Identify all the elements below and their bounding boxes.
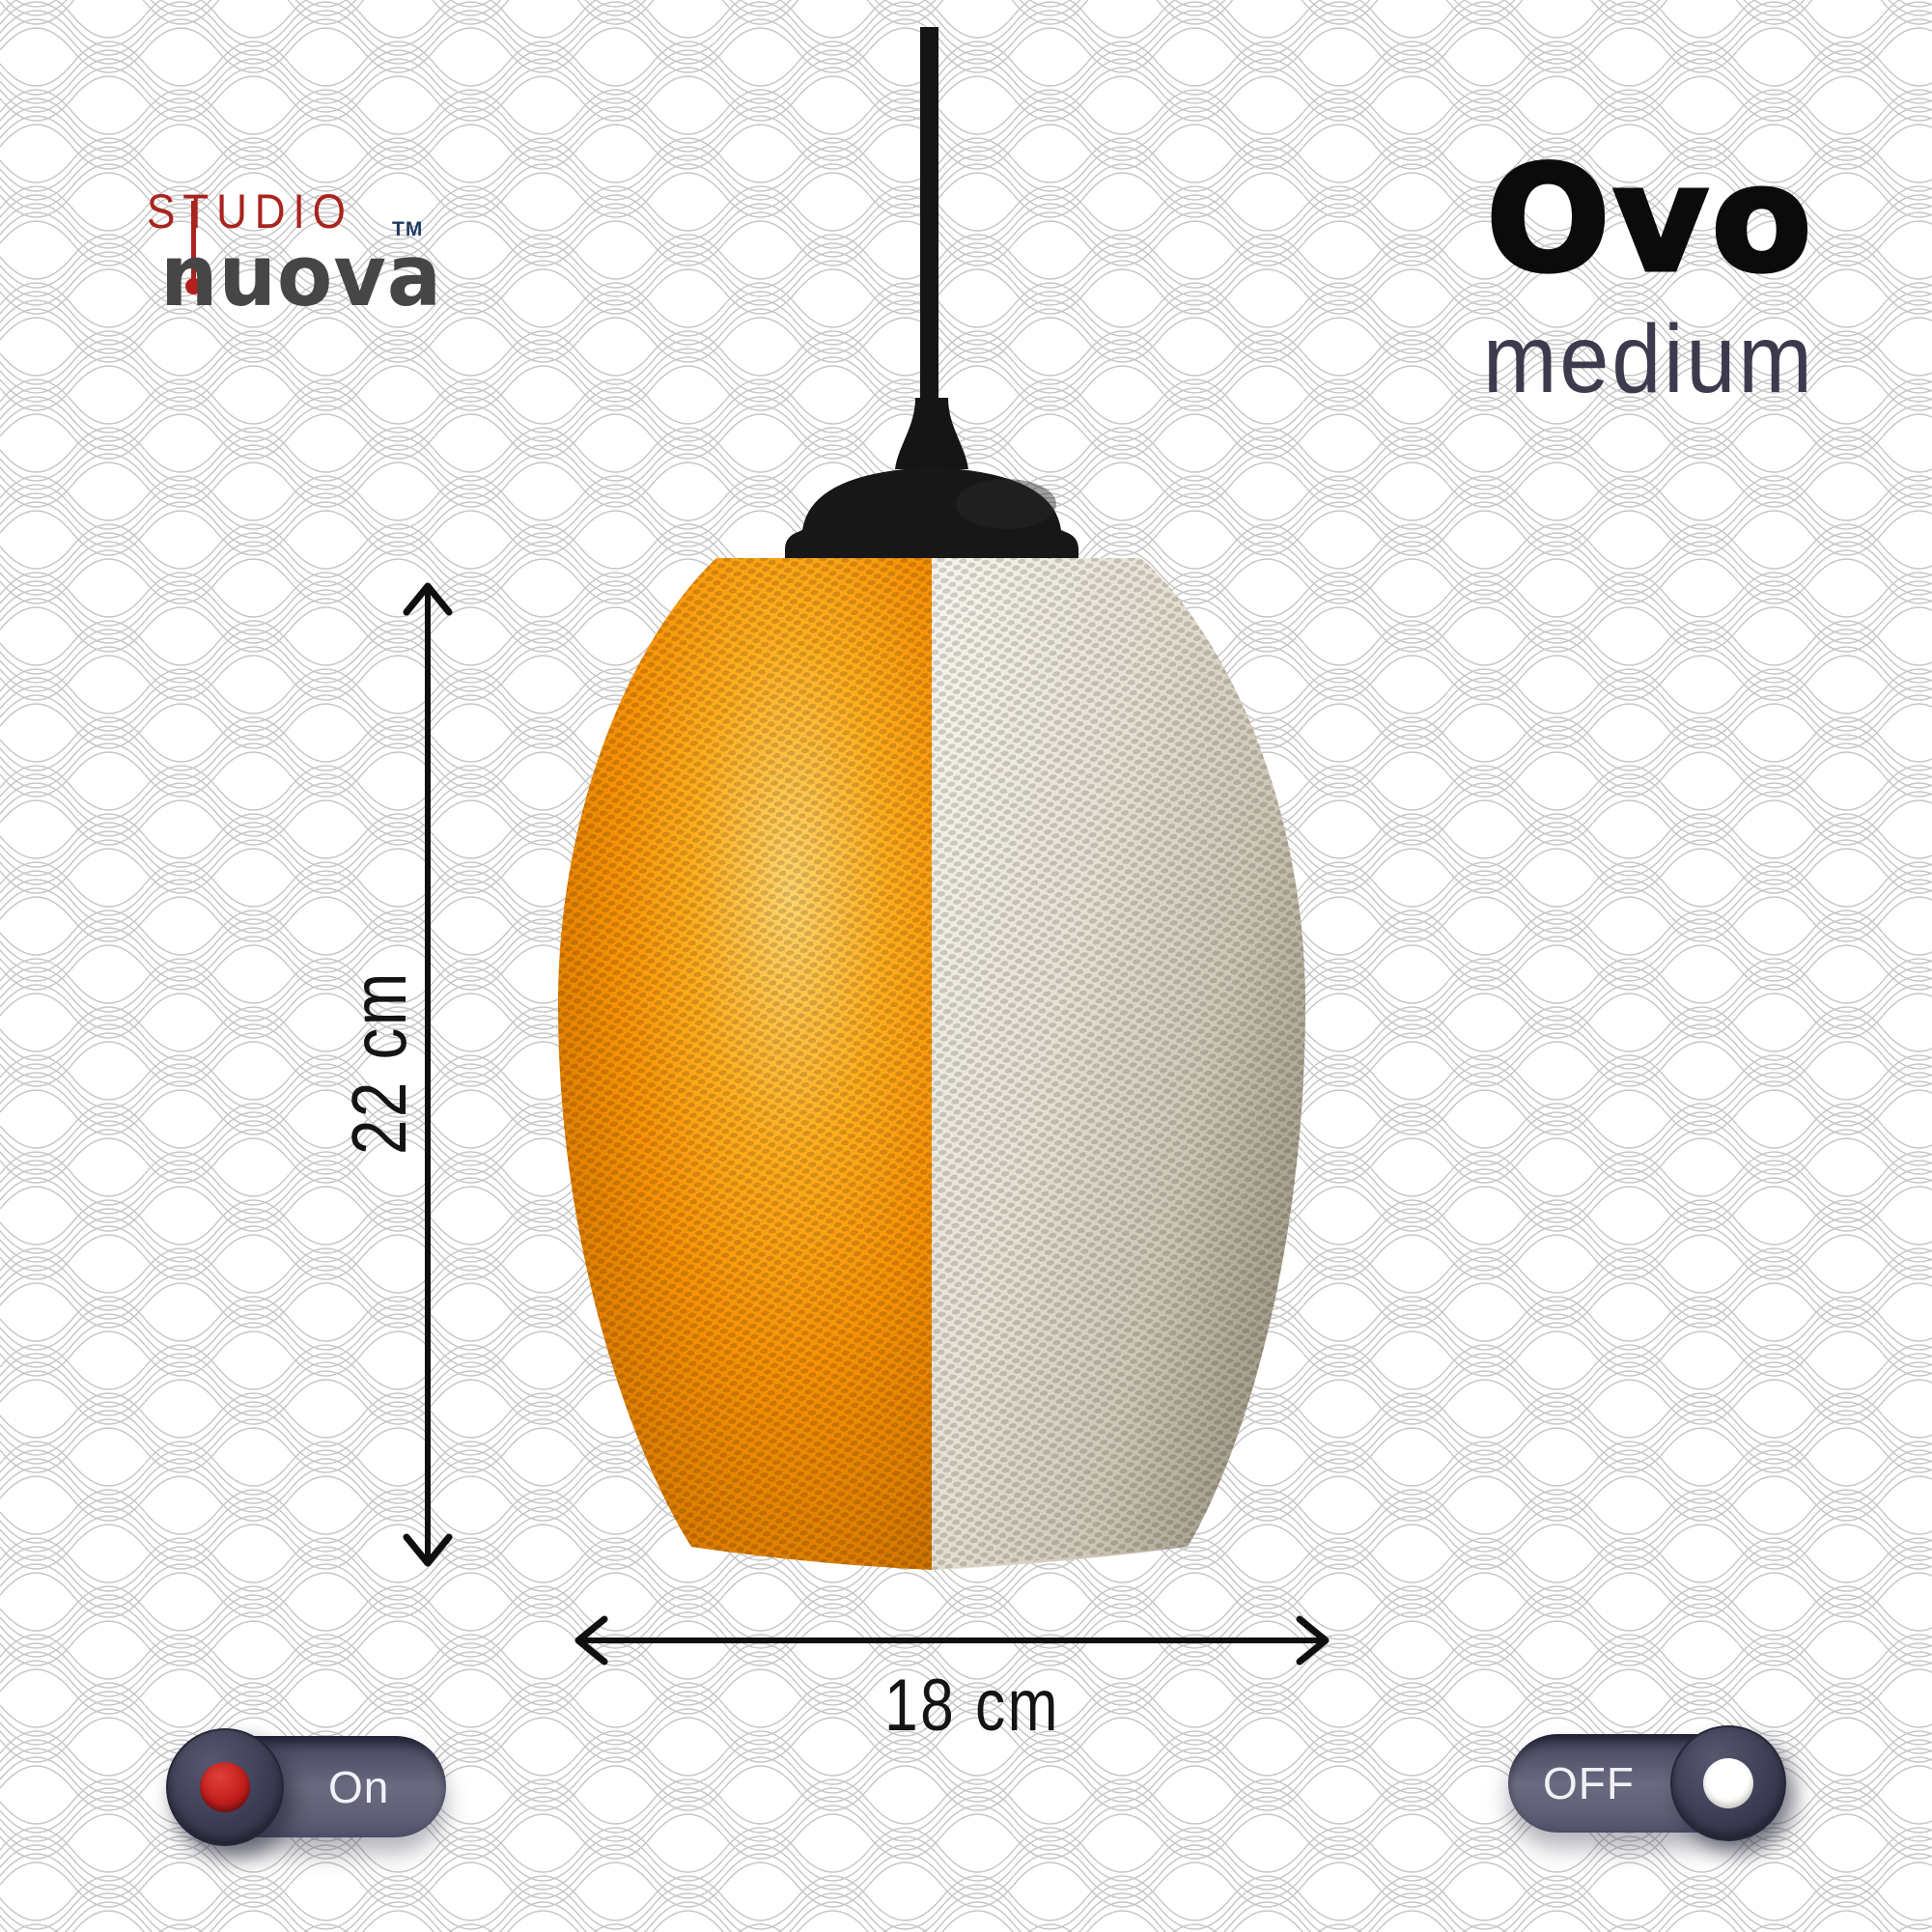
brand-logo: STUDIO nuova TM <box>145 176 473 350</box>
off-toggle-label: OFF <box>1543 1758 1635 1808</box>
lamp-cap-highlight <box>956 479 1056 529</box>
width-dimension-label: 18 cm <box>883 1665 1061 1747</box>
product-variant: medium <box>1483 304 1815 413</box>
height-dimension-label: 22 cm <box>336 970 422 1156</box>
trademark-symbol: TM <box>392 218 424 240</box>
on-toggle[interactable]: On <box>166 1727 446 1846</box>
logo-pendant-cord-icon <box>191 201 196 286</box>
logo-bulb-dot-icon <box>185 278 202 294</box>
on-toggle-knob[interactable] <box>166 1727 284 1846</box>
off-toggle[interactable]: OFF <box>1508 1725 1786 1841</box>
lamp-cap <box>785 467 1078 559</box>
off-toggle-knob[interactable] <box>1670 1725 1786 1841</box>
width-arrow <box>574 1615 1330 1666</box>
off-indicator-light <box>1703 1758 1753 1808</box>
lamp-cord <box>895 27 968 469</box>
product-title: Ovo <box>1484 136 1815 304</box>
brand-studio-text: STUDIO <box>147 184 353 238</box>
on-toggle-label: On <box>328 1761 390 1812</box>
product-title-block: Ovo medium <box>1454 136 1815 413</box>
height-arrow <box>403 582 453 1567</box>
brand-name-text: nuova <box>160 226 443 325</box>
on-indicator-light <box>200 1761 250 1812</box>
lamp-knit-texture <box>558 558 1305 1570</box>
